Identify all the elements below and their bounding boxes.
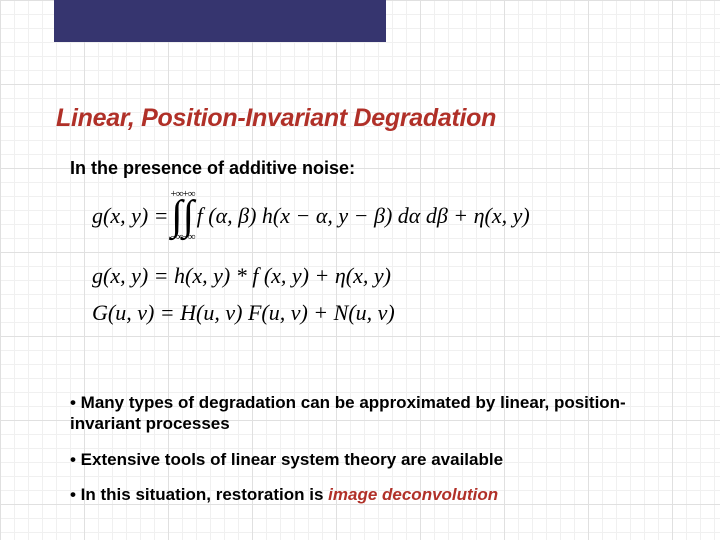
bullet-3-emphasis: image deconvolution <box>328 485 498 504</box>
bullet-1: • Many types of degradation can be appro… <box>70 392 664 435</box>
bullet-list: • Many types of degradation can be appro… <box>70 392 664 519</box>
subtitle: In the presence of additive noise: <box>70 158 355 179</box>
equation-3: G(u, v) = H(u, v) F(u, v) + N(u, v) <box>92 298 530 329</box>
eq1-integrand: f (α, β) h(x − α, y − β) dα dβ + η(x, y) <box>197 201 530 232</box>
bullet-2: • Extensive tools of linear system theor… <box>70 449 664 470</box>
equation-1: g(x, y) = +∞+∞ ∫∫ −∞−∞ f (α, β) h(x − α,… <box>92 190 530 243</box>
equations-block: g(x, y) = +∞+∞ ∫∫ −∞−∞ f (α, β) h(x − α,… <box>92 190 530 335</box>
integral-symbol: ∫∫ <box>171 200 194 234</box>
double-integral: +∞+∞ ∫∫ −∞−∞ <box>171 190 195 243</box>
slide-content: Linear, Position-Invariant Degradation I… <box>0 0 720 540</box>
integral-lower-limit: −∞−∞ <box>171 233 195 243</box>
eq1-lhs: g(x, y) = <box>92 201 169 232</box>
page-title: Linear, Position-Invariant Degradation <box>56 104 496 133</box>
bullet-3: • In this situation, restoration is imag… <box>70 484 664 505</box>
equation-2: g(x, y) = h(x, y) * f (x, y) + η(x, y) <box>92 261 530 292</box>
bullet-3-prefix: • In this situation, restoration is <box>70 485 328 504</box>
